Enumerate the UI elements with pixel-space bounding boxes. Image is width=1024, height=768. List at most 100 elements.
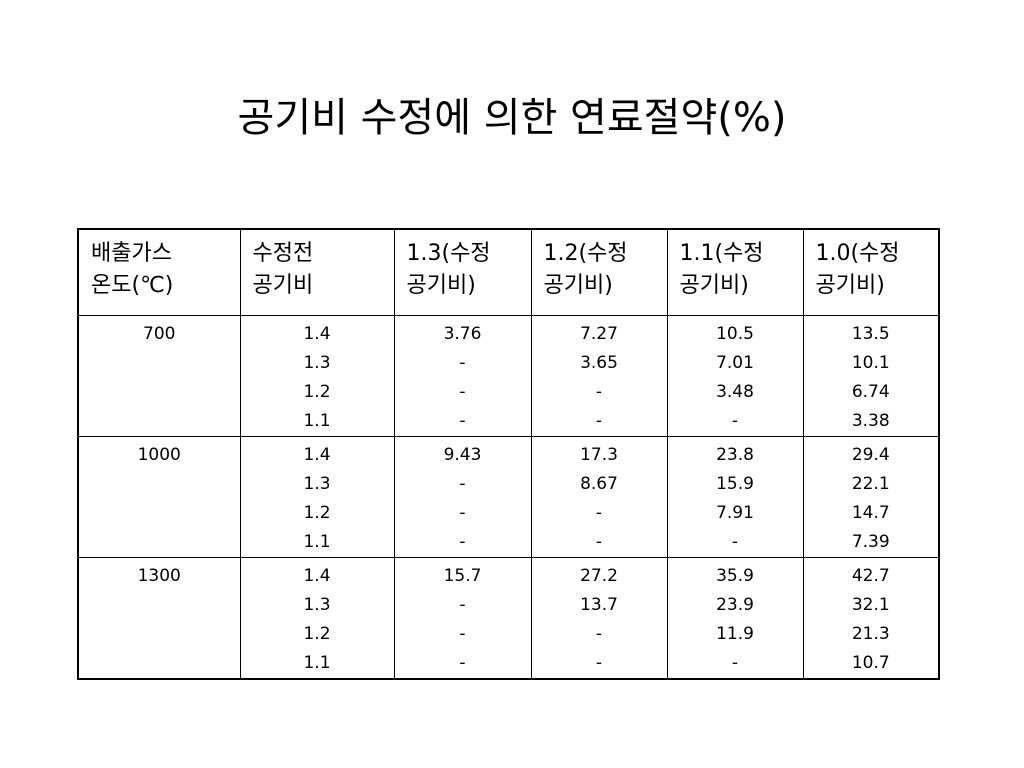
table-row: 1300 1.4 1.3 1.2 1.1 15.7 - - - 27.2 13.7 - - 35.9 23.… [77,556,940,679]
cell-text: 1.3 [303,352,331,373]
table-row: 700 1.4 1.3 1.2 1.1 3.76 - - - 7.27 3.65 - - 10.5 7.01… [77,314,940,437]
cell-text: - [459,381,466,402]
table-cell: 10.5 7.01 3.48 - [666,314,804,437]
cell-text: - [731,652,739,673]
cell-text: 17.3 [580,444,618,465]
table-cell: 1300 [77,556,241,679]
cell-text: - [459,623,466,644]
header-cell: 1.2(수정 공기비) [530,228,668,316]
table-cell: 42.7 32.1 21.3 10.7 [802,556,940,679]
cell-text: 21.3 [851,623,890,644]
header-text: 수정전 [252,241,314,266]
cell-text: - [459,652,466,673]
table-cell: 13.5 10.1 6.74 3.38 [802,314,940,437]
table-cell: 23.8 15.9 7.91 - [666,435,804,558]
header-text: 공기비) [406,273,476,298]
cell-text: 1.4 [303,565,331,586]
cell-text: 35.9 [716,565,754,586]
header-text: 배출가스 [91,241,172,266]
cell-text: - [595,410,603,431]
cell-text: 1.4 [303,323,331,344]
header-text: 공기비 [252,273,314,298]
cell-text: - [595,623,603,644]
header-cell: 배출가스 온도(℃) [77,228,241,316]
title: 공기비 수정에 의한 연료절약(%) [237,95,787,141]
header-text: 1.1(수정 [679,241,764,266]
cell-text: 14.7 [851,502,890,523]
cell-text: 23.8 [716,444,754,465]
cell-text: 7.91 [716,502,754,523]
cell-text: 10.5 [716,323,754,344]
cell-text: - [459,473,466,494]
table-cell: 35.9 23.9 11.9 - [666,556,804,679]
table-row: 1000 1.4 1.3 1.2 1.1 9.43 - - - 17.3 8.67 - - 23.8 15.… [77,435,940,558]
cell-text: 15.9 [716,473,754,494]
table-cell: 700 [77,314,241,437]
table-cell: 29.4 22.1 14.7 7.39 [802,435,940,558]
cell-text: 13.5 [851,323,890,344]
header-text: 1.3(수정 [406,241,491,266]
cell-text: 3.38 [851,410,890,431]
cell-text: 1.3 [303,594,331,615]
table-cell: 1.4 1.3 1.2 1.1 [239,435,395,558]
header-text: 1.2(수정 [543,241,628,266]
table-cell: 17.3 8.67 - - [530,435,668,558]
cell-text: - [459,502,466,523]
cell-text: 23.9 [716,594,754,615]
cell-text: 3.65 [580,352,618,373]
table-cell: 7.27 3.65 - - [530,314,668,437]
cell-text: - [595,502,603,523]
cell-text: 22.1 [851,473,890,494]
header-row: 배출가스 온도(℃) 수정전 공기비 1.3(수정 공기비) 1.2(수정 공기비) 1.1(수… [77,228,940,316]
cell-text: - [459,594,466,615]
cell-text: 10.1 [851,352,890,373]
cell-text: 1.2 [303,623,331,644]
table-body: 700 1.4 1.3 1.2 1.1 3.76 - - - 7.27 3.65 - - 10.5 7.01… [77,314,940,679]
cell-text: 3.48 [716,381,754,402]
cell-text: 1.1 [303,531,331,552]
cell-text: 1300 [137,565,181,586]
cell-text: 42.7 [851,565,890,586]
cell-text: 7.27 [580,323,618,344]
cell-text: 27.2 [580,565,618,586]
cell-text: 1.1 [303,652,331,673]
cell-text: 1.3 [303,473,331,494]
cell-text: 11.9 [716,623,754,644]
table-cell: 9.43 - - - [393,435,532,558]
cell-text: 6.74 [851,381,890,402]
cell-text: 1.2 [303,502,331,523]
cell-text: 1000 [137,444,181,465]
cell-text: 9.43 [443,444,482,465]
header-text: 공기비) [815,273,885,298]
cell-text: 32.1 [851,594,890,615]
cell-text: - [731,531,739,552]
cell-text: 1.2 [303,381,331,402]
table-cell: 27.2 13.7 - - [530,556,668,679]
table-cell: 1000 [77,435,241,558]
cell-text: 7.01 [716,352,754,373]
cell-text: - [595,531,603,552]
header-text: 공기비) [679,273,749,298]
table-cell: 15.7 - - - [393,556,532,679]
cell-text: - [459,531,466,552]
cell-text: 15.7 [443,565,482,586]
cell-text: - [595,652,603,673]
cell-text: - [595,381,603,402]
header-text: 1.0(수정 [815,241,900,266]
table-header: 배출가스 온도(℃) 수정전 공기비 1.3(수정 공기비) 1.2(수정 공기비) 1.1(수… [77,228,940,316]
cell-text: 10.7 [851,652,890,673]
cell-text: 700 [143,323,176,344]
cell-text: 1.4 [303,444,331,465]
table-cell: 1.4 1.3 1.2 1.1 [239,314,395,437]
table-cell: 1.4 1.3 1.2 1.1 [239,556,395,679]
table-cell: 3.76 - - - [393,314,532,437]
cell-text: 1.1 [303,410,331,431]
cell-text: 3.76 [443,323,482,344]
cell-text: 7.39 [851,531,890,552]
